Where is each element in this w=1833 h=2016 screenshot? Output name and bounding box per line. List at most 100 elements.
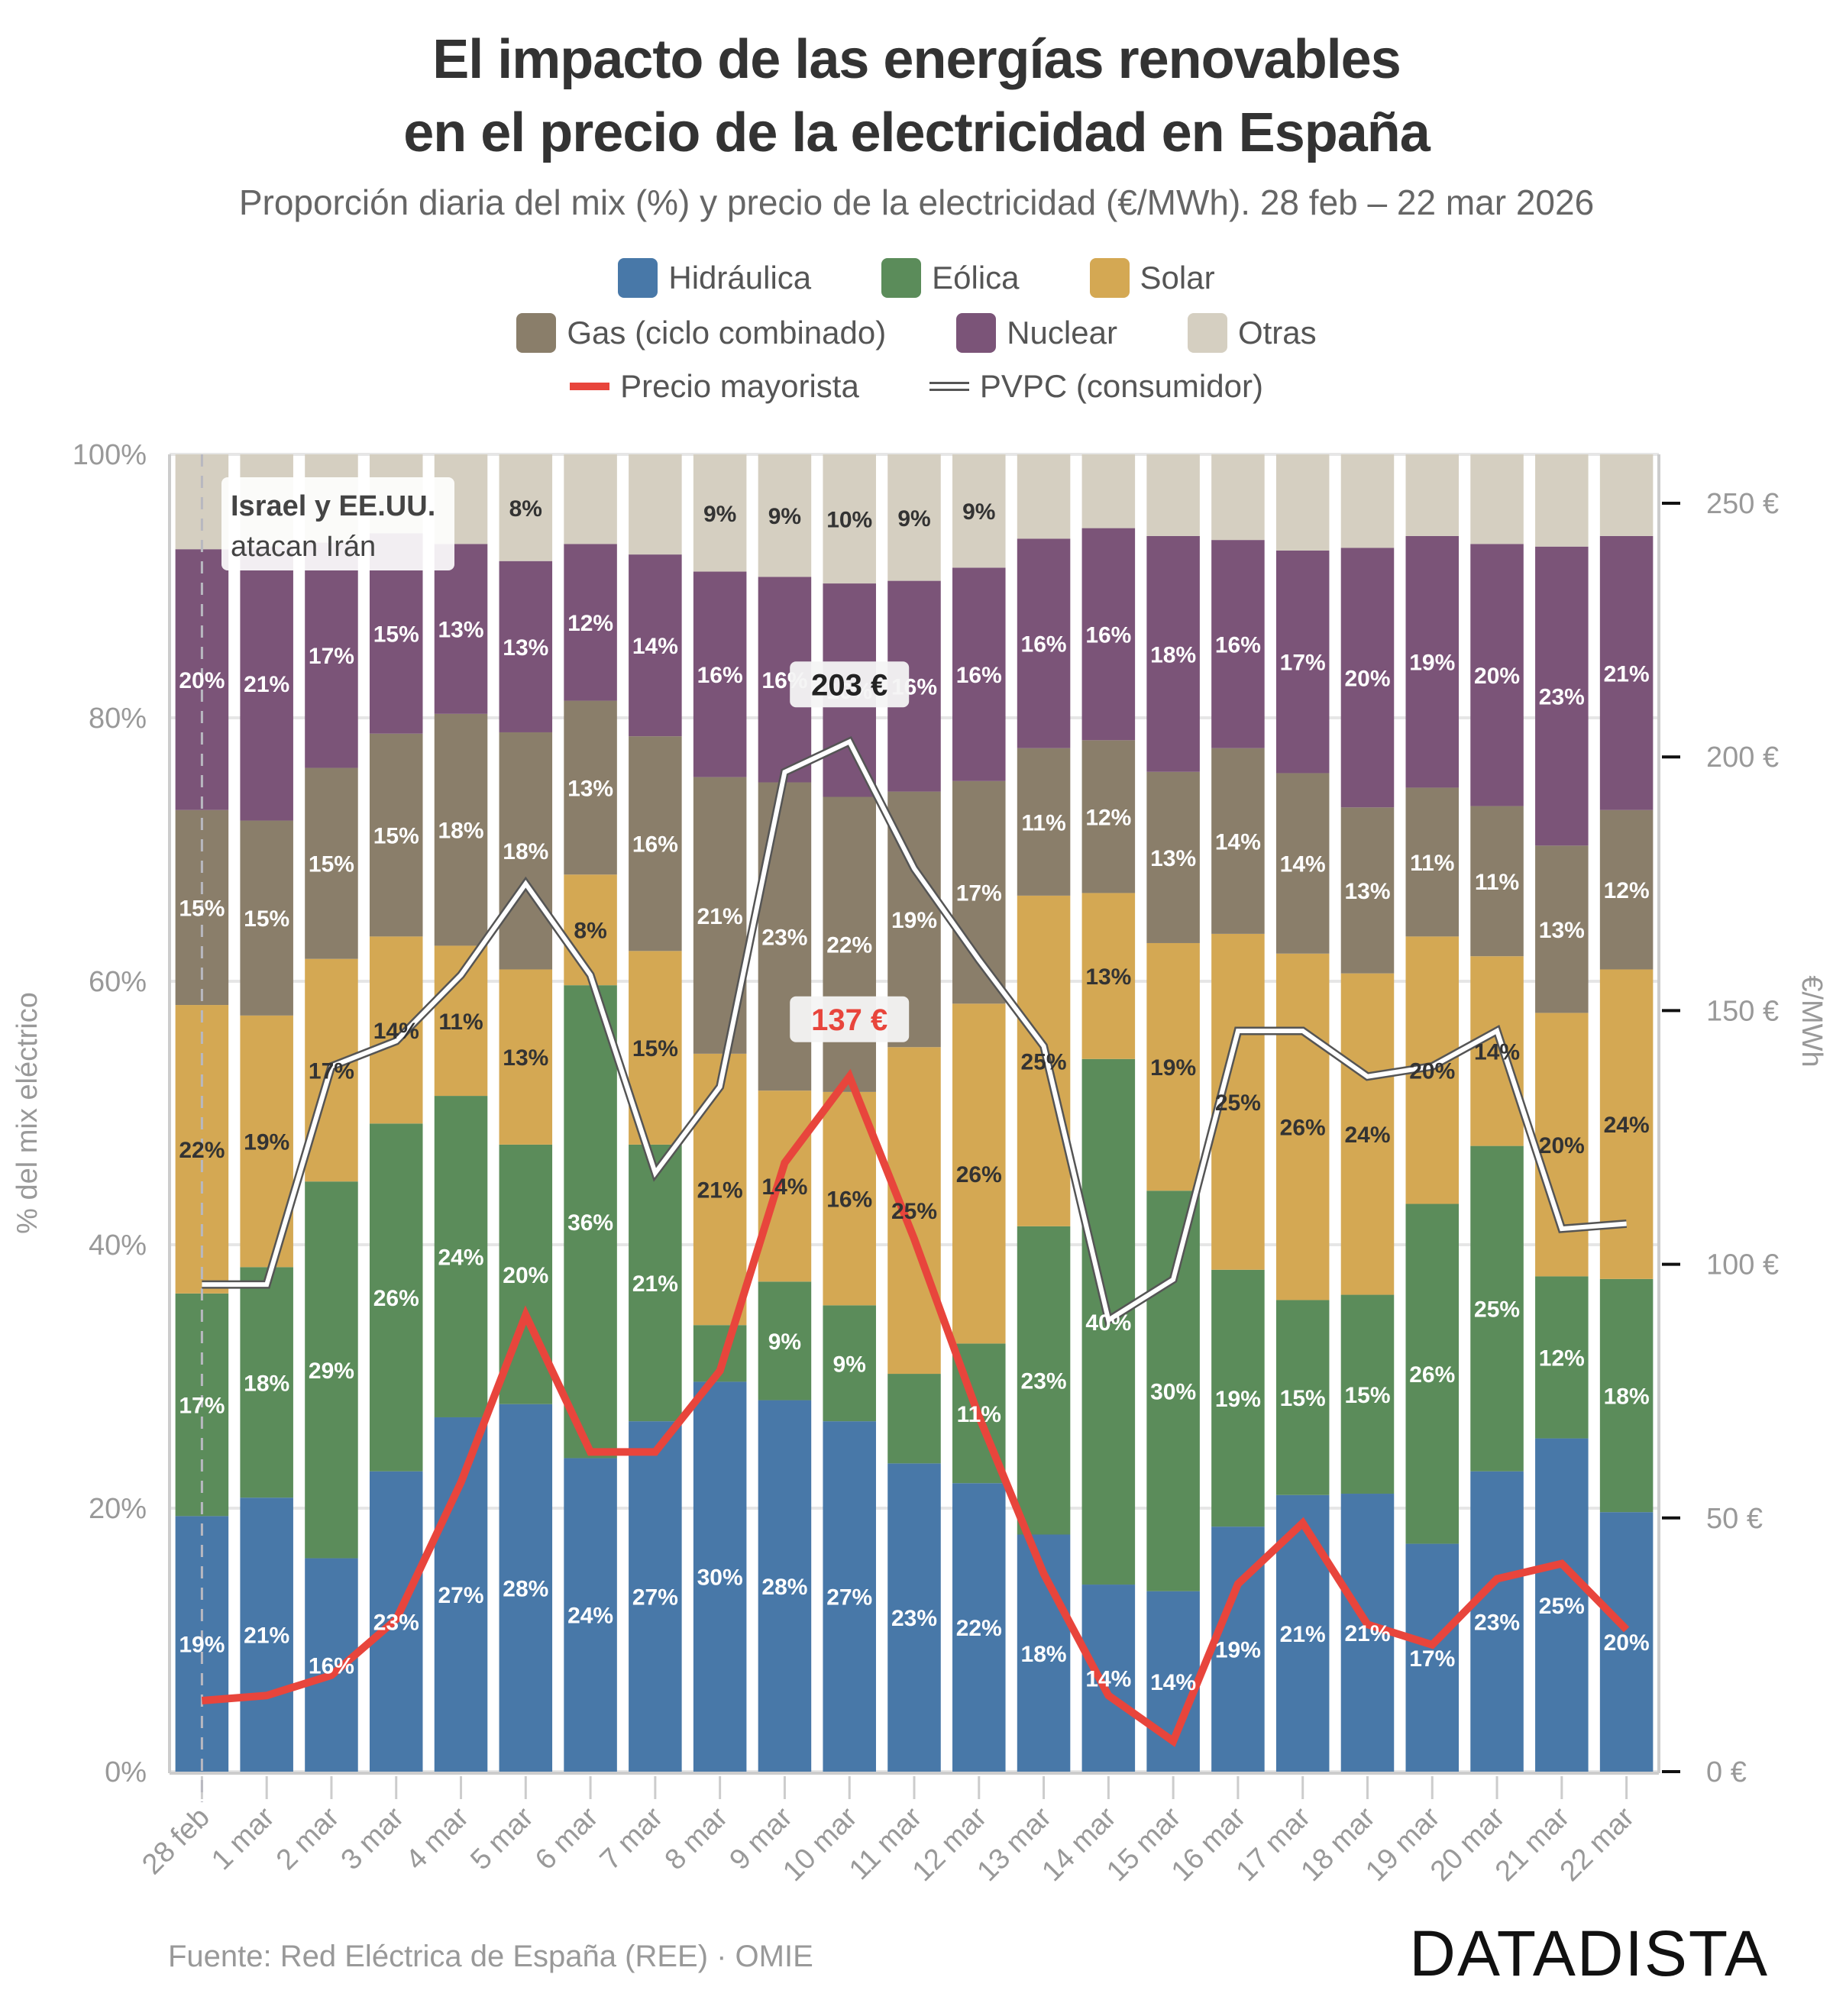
bar-segment[interactable] xyxy=(305,767,358,959)
bar-segment[interactable] xyxy=(1405,787,1460,937)
bar-segment[interactable] xyxy=(1081,740,1136,893)
bar-segment[interactable] xyxy=(1275,454,1330,551)
bar-segment[interactable] xyxy=(1470,1145,1524,1472)
bar-segment[interactable] xyxy=(434,713,488,946)
bar-segment[interactable] xyxy=(564,874,617,986)
bar-segment[interactable] xyxy=(564,985,617,1459)
bar-segment[interactable] xyxy=(369,1123,423,1472)
bar-segment[interactable] xyxy=(369,936,423,1124)
bar-segment[interactable] xyxy=(887,1047,941,1375)
bar-segment[interactable] xyxy=(629,736,682,951)
bar-segment[interactable] xyxy=(1146,942,1200,1191)
bar-segment[interactable] xyxy=(823,796,876,1092)
bar-segment[interactable] xyxy=(240,1267,293,1498)
bar-segment[interactable] xyxy=(1599,454,1654,536)
bar-segment[interactable] xyxy=(952,1483,1006,1772)
bar-segment[interactable] xyxy=(1535,1438,1589,1772)
bar-segment[interactable] xyxy=(1211,1269,1265,1527)
bar-segment[interactable] xyxy=(240,820,293,1016)
bar-segment[interactable] xyxy=(887,454,941,581)
bar-segment[interactable] xyxy=(693,1381,747,1772)
bar-segment[interactable] xyxy=(1081,1585,1136,1772)
legend-item-precio-mayorista[interactable]: Precio mayorista xyxy=(570,368,859,405)
bar-segment[interactable] xyxy=(1340,548,1395,808)
legend-item-eolica[interactable]: Eólica xyxy=(881,258,1020,298)
bar-segment[interactable] xyxy=(1535,845,1589,1013)
bar-segment[interactable] xyxy=(564,544,617,701)
bar-segment[interactable] xyxy=(1340,973,1395,1295)
bar-segment[interactable] xyxy=(1340,1294,1395,1494)
bar-segment[interactable] xyxy=(1340,454,1395,548)
bar-segment[interactable] xyxy=(1146,454,1200,536)
bar-segment[interactable] xyxy=(823,1305,876,1422)
bar-segment[interactable] xyxy=(758,1281,812,1401)
bar-segment[interactable] xyxy=(1405,1203,1460,1544)
bar-segment[interactable] xyxy=(1599,1278,1654,1513)
bar-segment[interactable] xyxy=(499,561,553,732)
bar-segment[interactable] xyxy=(1017,1226,1071,1535)
bar-segment[interactable] xyxy=(1081,454,1136,528)
bar-segment[interactable] xyxy=(1275,773,1330,954)
bar-segment[interactable] xyxy=(434,1096,488,1417)
wholesale-price-line[interactable] xyxy=(202,1068,1630,1747)
bar-segment[interactable] xyxy=(499,969,553,1145)
bar-segment[interactable] xyxy=(1470,544,1524,806)
bar-segment[interactable] xyxy=(1017,454,1071,539)
legend-item-gas[interactable]: Gas (ciclo combinado) xyxy=(516,313,886,353)
bar-segment[interactable] xyxy=(629,454,682,555)
bar-segment[interactable] xyxy=(1405,1543,1460,1772)
bar-segment[interactable] xyxy=(175,1516,229,1772)
bar-segment[interactable] xyxy=(1470,1471,1524,1772)
bar-segment[interactable] xyxy=(629,554,682,737)
bar-segment[interactable] xyxy=(952,567,1006,781)
pvpc-line[interactable] xyxy=(202,738,1627,1324)
bar-segment[interactable] xyxy=(1470,956,1524,1146)
legend-item-hidraulica[interactable]: Hidráulica xyxy=(618,258,811,298)
bar-segment[interactable] xyxy=(1599,535,1654,810)
bar-segment[interactable] xyxy=(758,454,812,577)
bar-segment[interactable] xyxy=(240,546,293,821)
bar-segment[interactable] xyxy=(1470,454,1524,544)
bar-segment[interactable] xyxy=(1340,807,1395,974)
bar-segment[interactable] xyxy=(1599,1512,1654,1772)
bar-segment[interactable] xyxy=(1146,771,1200,943)
bar-segment[interactable] xyxy=(1081,528,1136,741)
bar-segment[interactable] xyxy=(434,544,488,714)
bar-segment[interactable] xyxy=(1017,538,1071,748)
bar-segment[interactable] xyxy=(1405,535,1460,788)
bar-segment[interactable] xyxy=(564,1458,617,1772)
bar-segment[interactable] xyxy=(1146,1191,1200,1591)
bar-segment[interactable] xyxy=(1535,454,1589,547)
bar-segment[interactable] xyxy=(1211,540,1265,748)
bar-segment[interactable] xyxy=(758,1090,812,1282)
bar-segment[interactable] xyxy=(1535,1276,1589,1439)
bar-segment[interactable] xyxy=(629,1421,682,1772)
legend-item-pvpc[interactable]: PVPC (consumidor) xyxy=(929,368,1263,405)
bar-segment[interactable] xyxy=(1017,748,1071,896)
bar-segment[interactable] xyxy=(1146,535,1200,772)
bar-segment[interactable] xyxy=(1275,953,1330,1300)
bar-segment[interactable] xyxy=(952,454,1006,568)
bar-segment[interactable] xyxy=(823,1421,876,1772)
bar-segment[interactable] xyxy=(1211,748,1265,934)
bar-segment[interactable] xyxy=(887,1463,941,1772)
bar-segment[interactable] xyxy=(564,700,617,875)
bar-segment[interactable] xyxy=(305,1181,358,1559)
bar-segment[interactable] xyxy=(499,454,553,561)
bar-segment[interactable] xyxy=(1275,1300,1330,1495)
legend-item-nuclear[interactable]: Nuclear xyxy=(956,313,1117,353)
bar-segment[interactable] xyxy=(1599,809,1654,970)
bar-segment[interactable] xyxy=(240,1497,293,1772)
bar-segment[interactable] xyxy=(887,1374,941,1464)
bar-segment[interactable] xyxy=(693,571,747,777)
bar-segment[interactable] xyxy=(1081,893,1136,1059)
bar-segment[interactable] xyxy=(1275,550,1330,774)
bar-segment[interactable] xyxy=(305,542,358,768)
bar-segment[interactable] xyxy=(499,732,553,970)
bar-segment[interactable] xyxy=(369,733,423,937)
bar-segment[interactable] xyxy=(564,454,617,544)
bar-segment[interactable] xyxy=(758,1400,812,1772)
bar-segment[interactable] xyxy=(823,454,876,584)
bar-segment[interactable] xyxy=(1211,454,1265,541)
bar-segment[interactable] xyxy=(693,1053,747,1326)
